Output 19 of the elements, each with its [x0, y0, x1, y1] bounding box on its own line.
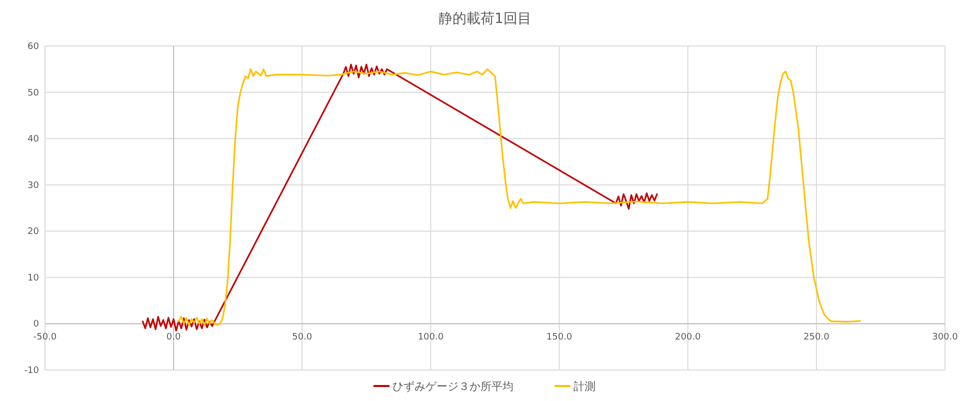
x-tick-label: 150.0: [546, 332, 572, 343]
y-tick-label: 40: [28, 134, 40, 145]
x-tick-label: 250.0: [804, 332, 830, 343]
y-tick-label: 50: [28, 88, 40, 98]
legend-label: ひずみゲージ３か所平均: [392, 380, 514, 393]
y-tick-label: 30: [28, 180, 40, 191]
chart-title: 静的載荷1回目: [438, 11, 532, 27]
x-tick-label: -50.0: [33, 332, 57, 343]
x-tick-label: 50.0: [292, 332, 312, 343]
x-tick-label: 300.0: [932, 332, 958, 343]
y-tick-label: 60: [28, 42, 40, 52]
x-tick-label: 0.0: [166, 332, 181, 343]
y-tick-label: -10: [24, 366, 40, 376]
y-tick-label: 10: [28, 273, 40, 284]
x-tick-label: 200.0: [674, 332, 702, 343]
y-tick-label: 0: [33, 320, 40, 330]
y-tick-label: 20: [28, 227, 40, 238]
x-tick-label: 100.0: [418, 332, 444, 343]
legend-label: 計測: [574, 380, 596, 393]
